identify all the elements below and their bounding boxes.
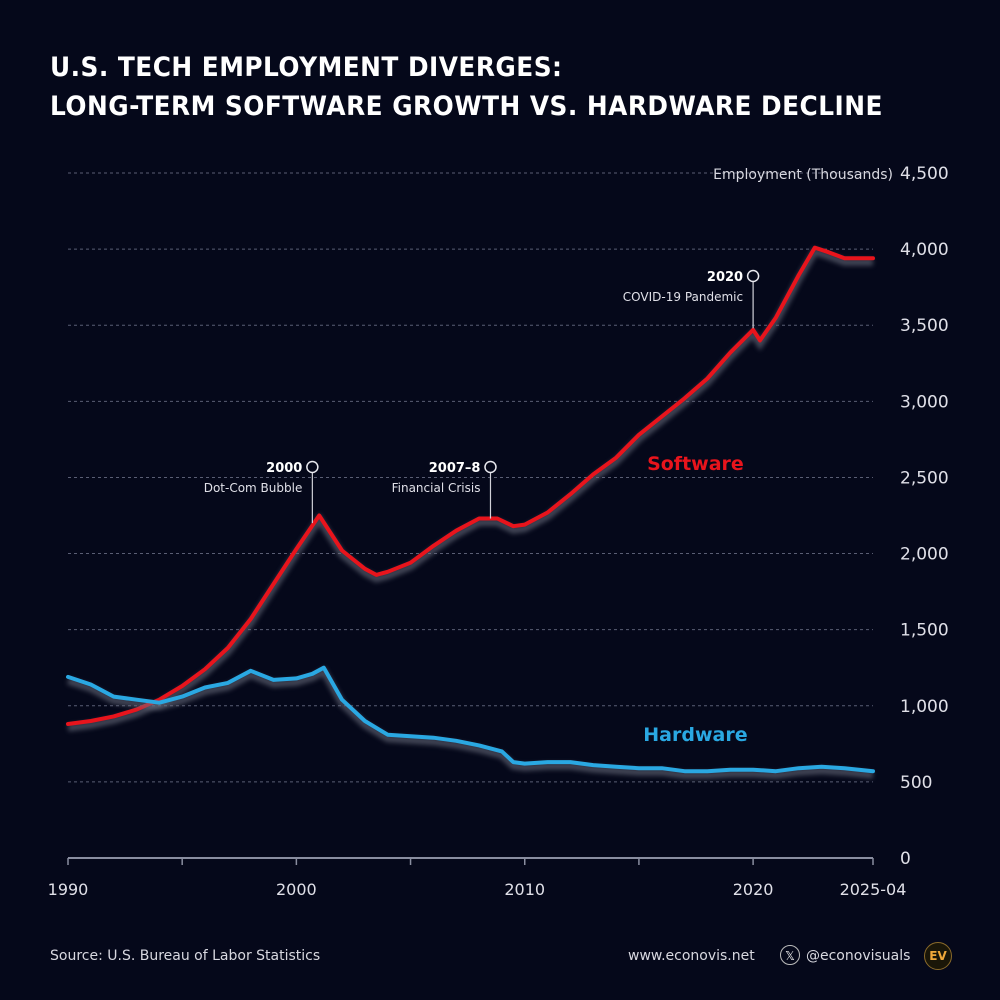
annotation-year: 2007–8 bbox=[429, 461, 481, 476]
x-tick-label: 2025-04 bbox=[840, 880, 907, 899]
econovis-logo: EV bbox=[924, 942, 952, 970]
annotation-text: Dot-Com Bubble bbox=[204, 481, 303, 495]
chart-title: U.S. TECH EMPLOYMENT DIVERGES: LONG-TERM… bbox=[50, 48, 883, 126]
title-line-2: LONG-TERM SOFTWARE GROWTH VS. HARDWARE D… bbox=[50, 91, 883, 122]
y-axis-title: Employment (Thousands) bbox=[713, 167, 893, 183]
annotation-text: Financial Crisis bbox=[392, 481, 481, 495]
y-tick-label: 3,000 bbox=[900, 392, 949, 412]
series-line-hardware bbox=[66, 665, 875, 774]
annotation-text: COVID-19 Pandemic bbox=[623, 290, 743, 304]
x-tick-label: 2010 bbox=[504, 880, 545, 899]
y-tick-label: 0 bbox=[900, 849, 911, 869]
y-tick-label: 1,000 bbox=[900, 697, 949, 717]
y-tick-label: 1,500 bbox=[900, 621, 949, 641]
annotation-marker bbox=[306, 460, 319, 474]
title-line-1: U.S. TECH EMPLOYMENT DIVERGES: bbox=[50, 52, 563, 83]
y-tick-label: 2,000 bbox=[900, 545, 949, 565]
y-tick-label: 4,500 bbox=[900, 164, 949, 184]
annotation-marker bbox=[484, 460, 497, 474]
x-tick-label: 1990 bbox=[48, 880, 89, 899]
source-note: Source: U.S. Bureau of Labor Statistics bbox=[50, 948, 321, 964]
y-tick-label: 2,500 bbox=[900, 468, 949, 488]
annotation-year: 2000 bbox=[266, 461, 302, 476]
y-tick-label: 4,000 bbox=[900, 240, 949, 260]
series-line-software bbox=[66, 245, 875, 726]
social-handle[interactable]: @econovisuals bbox=[806, 948, 911, 964]
website-link[interactable]: www.econovis.net bbox=[628, 948, 755, 964]
annotation-marker bbox=[746, 269, 760, 283]
y-tick-label: 500 bbox=[900, 773, 932, 793]
annotation-year: 2020 bbox=[707, 270, 743, 285]
series-label-software: Software bbox=[647, 453, 744, 475]
series-shadow-software bbox=[67, 247, 873, 732]
x-tick-label: 2020 bbox=[733, 880, 774, 899]
series-shadow-hardware bbox=[66, 667, 874, 779]
series-label-hardware: Hardware bbox=[643, 724, 747, 746]
x-logo-icon: 𝕏 bbox=[780, 945, 800, 965]
y-tick-label: 3,500 bbox=[900, 316, 949, 336]
x-tick-label: 2000 bbox=[276, 880, 317, 899]
